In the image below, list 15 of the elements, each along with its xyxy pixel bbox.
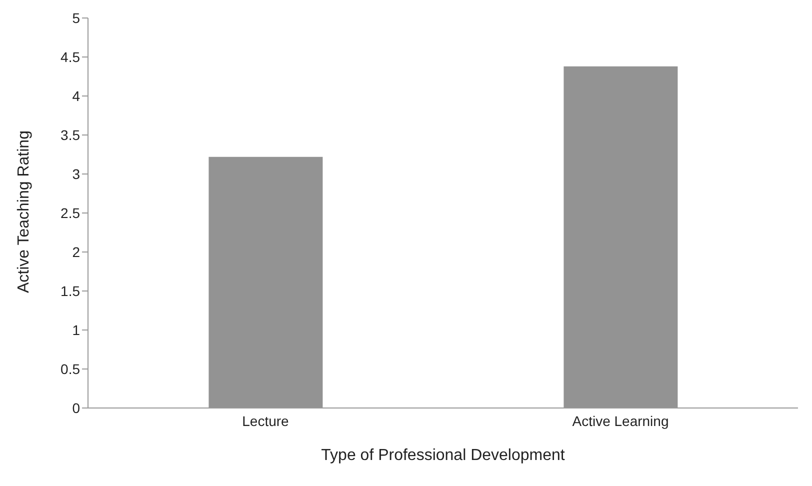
y-tick-label: 0 <box>72 400 80 416</box>
y-tick-label: 5 <box>72 10 80 26</box>
x-tick-label: Lecture <box>242 412 290 429</box>
y-tick-label: 4.5 <box>60 48 80 65</box>
y-tick-label: 3 <box>72 166 80 182</box>
y-tick-label: 2 <box>72 244 80 260</box>
x-axis-title: Type of Professional Development <box>321 447 566 464</box>
y-tick-label: 1 <box>72 322 80 338</box>
y-tick-label: 3.5 <box>60 126 80 143</box>
y-tick-label: 0.5 <box>60 360 80 377</box>
x-tick-label: Active Learning <box>572 412 669 429</box>
y-tick-label: 4 <box>72 88 80 104</box>
y-tick-label: 1.5 <box>60 282 80 299</box>
y-tick-label: 2.5 <box>60 204 80 221</box>
y-axis-title: Active Teaching Rating <box>16 130 33 293</box>
